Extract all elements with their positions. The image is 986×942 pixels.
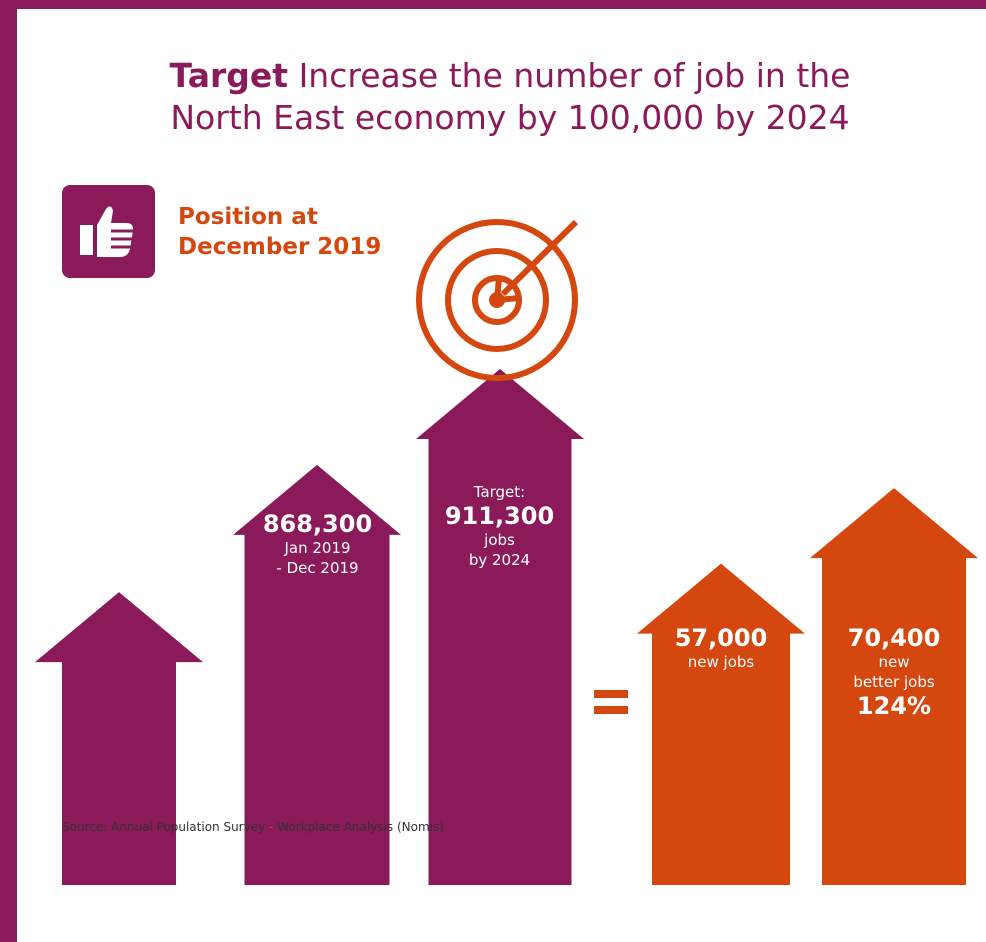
frame-left-border — [0, 0, 17, 942]
bar-2-value: 868,300 — [262, 510, 373, 538]
bar-2-period-end: - Dec 2019 — [276, 559, 359, 577]
bar-5-value: 70,400 — [847, 624, 941, 652]
source-note: Source: Annual Population Survey - Workp… — [62, 820, 444, 834]
source-prefix: Source: Annual Population Survey — [62, 820, 266, 834]
bar-3-text: Target: 911,300 jobs by 2024 — [428, 482, 571, 570]
new-jobs-arrow-bar-2 — [810, 488, 978, 885]
source-suffix: Workplace Analysis (Nomis) — [277, 820, 444, 834]
thumbs-up-badge — [62, 185, 155, 278]
target-icon — [416, 219, 579, 381]
frame-top-border — [0, 0, 986, 9]
bar-4-text: 57,000 new jobs — [652, 624, 790, 672]
bar-3-unit: jobs — [484, 531, 515, 549]
bar-3-year: by 2024 — [468, 551, 531, 569]
title-line2: North East economy by 100,000 by 2024 — [170, 98, 850, 137]
bar-5-percent: 124% — [856, 692, 932, 720]
bar-3-value: 911,300 — [444, 502, 555, 530]
title-bold: Target — [169, 56, 289, 95]
bar-5-text: 70,400 new better jobs 124% — [822, 624, 966, 720]
position-line1: Position at — [178, 204, 318, 230]
position-label: Position at December 2019 — [178, 202, 418, 262]
bar-1-period-end: - Mar 2014 — [78, 559, 160, 577]
thumbs-up-icon — [80, 206, 134, 257]
page-title: Target Increase the number of job in the… — [120, 55, 900, 139]
jobs-arrow-bar-2 — [233, 464, 401, 885]
bar-5-caption-2: better jobs — [853, 673, 935, 691]
jobs-arrow-bar-1 — [35, 592, 203, 885]
bar-4-value: 57,000 — [674, 624, 768, 652]
bar-2-text: 868,300 Jan 2019 - Dec 2019 — [245, 510, 390, 578]
bar-1-value: 811,300 — [64, 510, 174, 538]
bar-1-text: 811,300 Apr 2013 - Mar 2014 — [62, 510, 176, 578]
equals-sign — [594, 690, 628, 714]
bar-5-caption-1: new — [878, 653, 910, 671]
source-dash: - — [269, 820, 274, 834]
bar-4-caption: new jobs — [687, 653, 755, 671]
bar-3-prefix: Target: — [473, 483, 526, 501]
position-line2: December 2019 — [178, 234, 382, 260]
new-jobs-arrow-bar-1 — [637, 563, 805, 885]
jobs-arrow-bar-3 — [416, 369, 584, 885]
bar-2-period-start: Jan 2019 — [284, 539, 351, 557]
title-line1: Increase the number of job in the — [298, 56, 851, 95]
bar-1-period-start: Apr 2013 — [84, 539, 154, 557]
